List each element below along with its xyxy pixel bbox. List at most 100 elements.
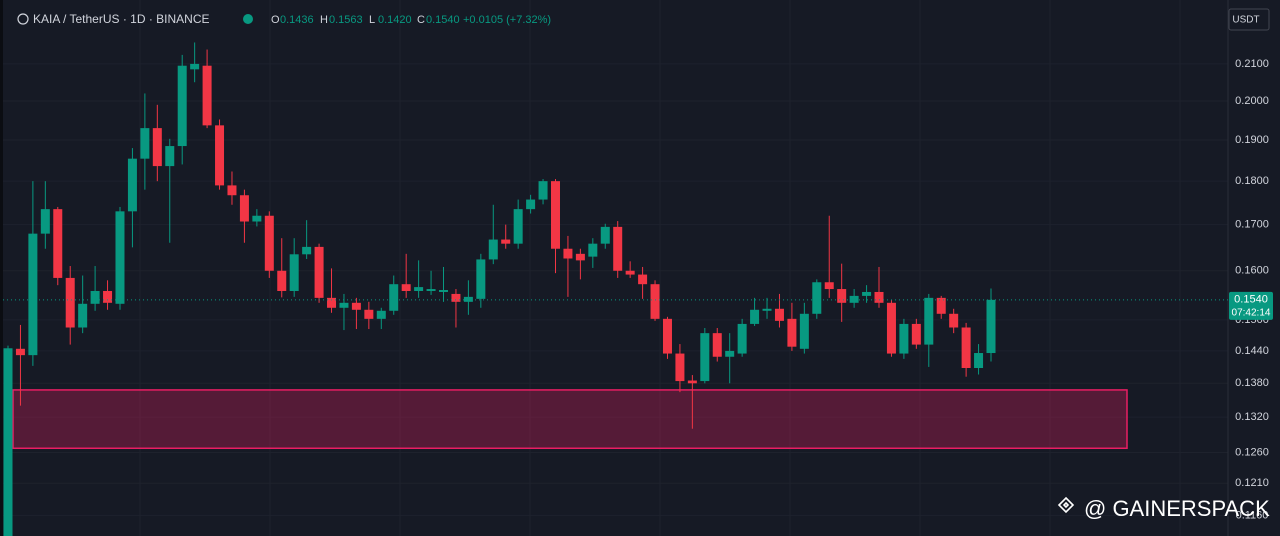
y-tick-label: 0.1700 <box>1235 219 1269 231</box>
y-tick-label: 0.2000 <box>1235 95 1269 107</box>
candle-body <box>924 297 934 345</box>
candle-body <box>787 318 797 347</box>
candle-body <box>799 313 809 349</box>
watermark: @ GAINERSPACK <box>1084 496 1270 521</box>
candle-body <box>563 248 573 259</box>
candle-body <box>650 284 660 319</box>
candle-body <box>364 309 374 319</box>
zone-layer <box>12 389 1128 450</box>
candle-body <box>737 323 747 354</box>
candle-body <box>140 128 150 159</box>
candle-body <box>227 185 237 196</box>
y-tick-label: 0.1900 <box>1235 134 1269 146</box>
candle-body <box>40 209 50 234</box>
y-tick-label: 0.1160 <box>1236 509 1269 521</box>
candle-body <box>725 350 735 357</box>
logo-diamond <box>1057 496 1075 514</box>
last-price-box <box>1229 291 1273 320</box>
candle-body <box>638 274 648 285</box>
candle-body <box>687 380 697 384</box>
y-tick-label: 0.2100 <box>1235 58 1269 70</box>
candle-body <box>613 226 623 271</box>
candle-body <box>463 296 473 302</box>
candle-body <box>538 181 548 200</box>
candle-body <box>886 302 896 354</box>
candle-body <box>700 333 710 382</box>
candle-body <box>165 146 175 167</box>
candle-body <box>936 297 946 314</box>
ohlc-label: O <box>271 14 280 26</box>
candle-body <box>15 348 25 356</box>
candle-body <box>414 287 424 291</box>
ohlc-label: L <box>369 14 375 26</box>
candle-body <box>600 226 610 244</box>
ohlc-value: 0.1540 <box>426 14 460 26</box>
candle-body <box>588 243 598 257</box>
vertical-grid <box>139 0 1181 536</box>
candle-body <box>774 308 784 321</box>
y-tick-label: 0.1380 <box>1235 377 1269 389</box>
candle-body <box>115 211 125 304</box>
candle-body <box>501 239 511 244</box>
ohlc-value: 0.1563 <box>329 14 363 26</box>
candle-body <box>812 282 822 314</box>
candle-body <box>426 289 436 291</box>
candle-body <box>401 284 411 291</box>
y-tick-label: 0.1600 <box>1235 265 1269 277</box>
candle-body <box>451 293 461 302</box>
candle-body <box>513 209 523 244</box>
candle-body <box>550 181 560 249</box>
candle-body <box>662 318 672 354</box>
candle-body <box>314 246 324 298</box>
candle-body <box>488 239 498 260</box>
candle-body <box>277 270 287 291</box>
candle-body <box>65 277 75 328</box>
price-axis: 0.1160 0.1210 0.1260 0.1320 0.1380 0.1440 0.15… <box>3 0 1273 536</box>
last-price-label: 0.1540 <box>1234 294 1268 306</box>
symbol-icon <box>17 13 29 25</box>
candle-body <box>675 353 685 382</box>
candle-body <box>862 291 872 296</box>
y-tick-label: 0.1440 <box>1235 345 1269 357</box>
candle-body <box>28 233 38 356</box>
left-border <box>0 0 3 536</box>
candle-body <box>264 215 274 271</box>
candle-body <box>289 254 299 291</box>
countdown: 07:42:14 <box>1232 307 1271 318</box>
change: +0.0105 (+7.32%) <box>463 14 551 26</box>
candle-body <box>837 289 847 303</box>
candle-body <box>190 63 200 70</box>
symbol-title: KAIA / TetherUS · 1D · BINANCE <box>33 12 210 26</box>
candle-body <box>476 259 486 299</box>
candle-body <box>575 253 585 261</box>
candle-body <box>215 125 225 186</box>
status-dot <box>243 14 253 24</box>
currency-button[interactable] <box>1228 8 1270 31</box>
candle-body <box>625 270 635 275</box>
candle-body <box>90 290 100 304</box>
candle-body <box>152 128 162 167</box>
ohlc-label: C <box>417 14 425 26</box>
ohlc-legend: O 0.1436 H 0.1563 L 0.1420 C 0.1540 +0.0105 (+7.… <box>271 14 551 26</box>
y-tick-label: 0.1210 <box>1235 477 1269 489</box>
candles <box>3 42 996 536</box>
candle-body <box>986 299 996 354</box>
candle-body <box>327 297 337 308</box>
ohlc-label: H <box>320 14 328 26</box>
support-zone <box>12 389 1128 450</box>
candle-body <box>849 295 859 303</box>
candle-body <box>389 284 399 311</box>
candle-body <box>252 215 262 222</box>
watermark-logo <box>1057 496 1075 514</box>
currency-label: USDT <box>1232 15 1259 26</box>
candle-body <box>526 199 536 210</box>
candle-body <box>302 246 312 255</box>
candle-body <box>376 310 386 319</box>
candle-body <box>202 65 212 126</box>
candle-body <box>177 65 187 147</box>
y-tick-label: 0.1800 <box>1235 175 1269 187</box>
candle-body <box>899 323 909 354</box>
candle-body <box>874 291 884 303</box>
